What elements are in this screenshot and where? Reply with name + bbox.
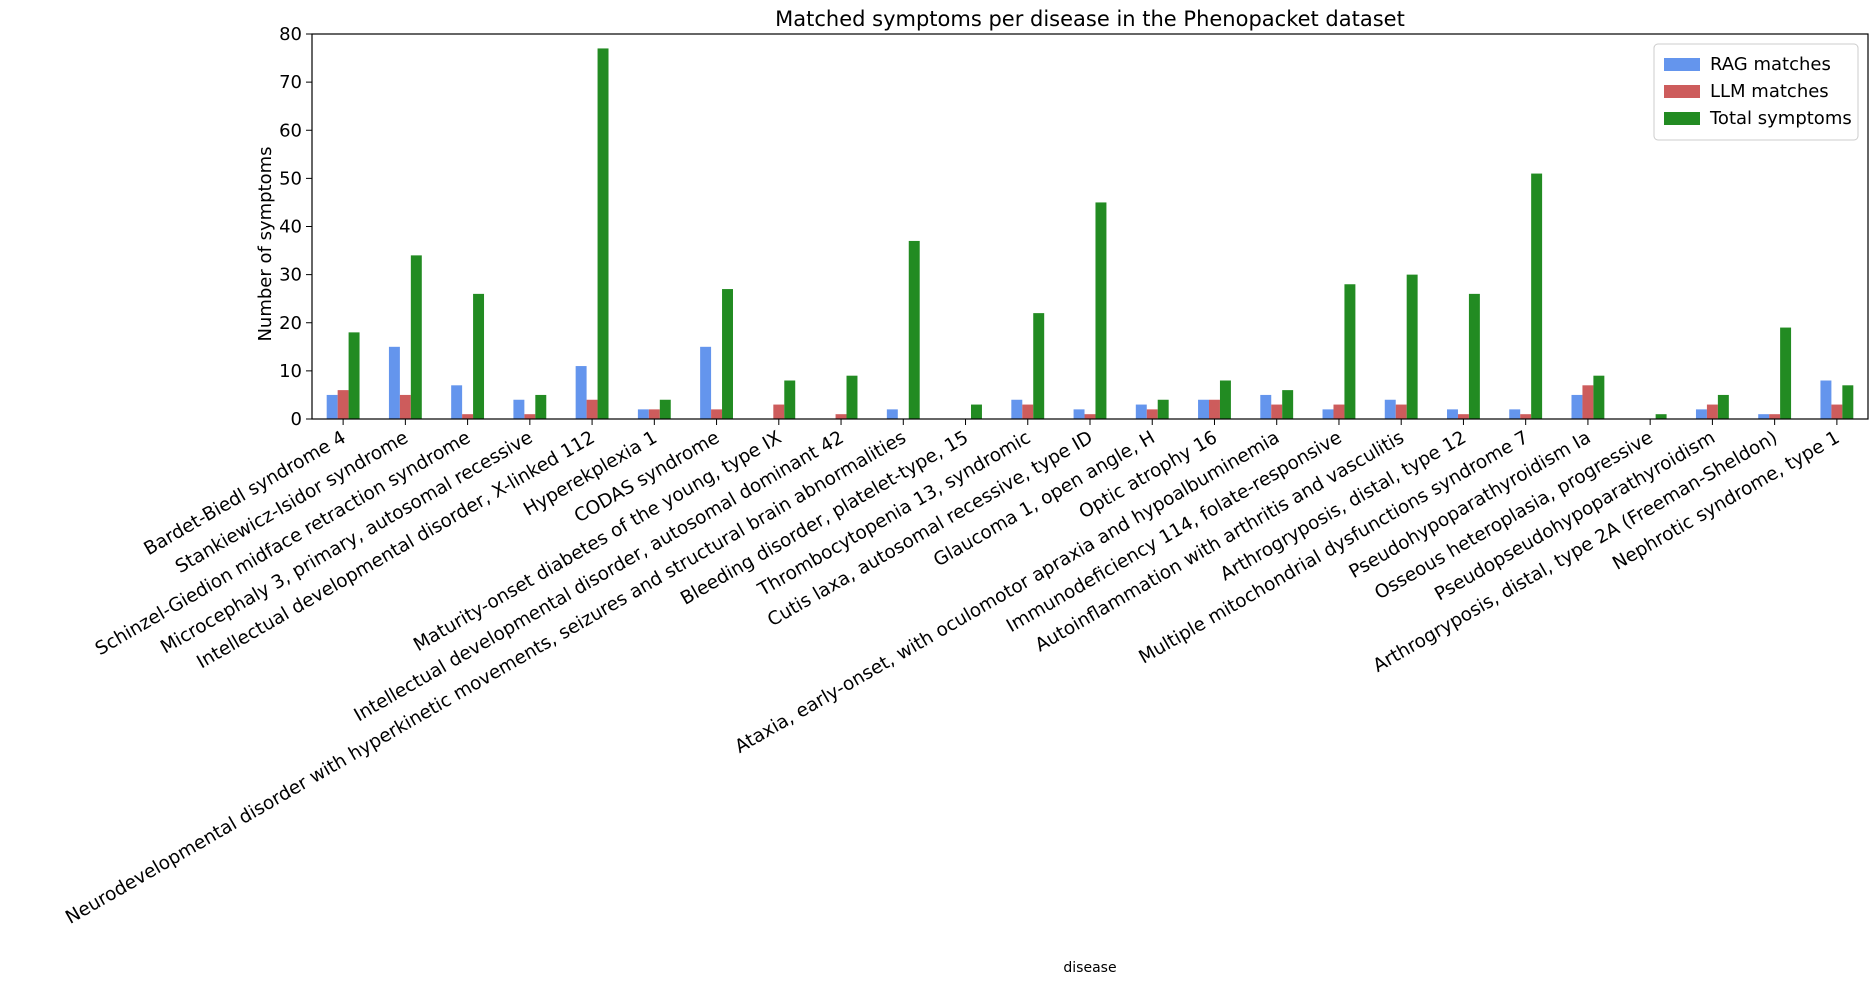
- bar-total-symptoms: [1468, 293, 1480, 419]
- bar-total-symptoms: [1531, 173, 1543, 419]
- bar-rag-matches: [1135, 404, 1147, 419]
- bar-llm-matches: [1831, 404, 1843, 419]
- y-axis-label: Number of symptoms: [255, 146, 276, 341]
- legend-label: LLM matches: [1710, 81, 1829, 102]
- bar-rag-matches: [1322, 409, 1334, 419]
- bar-llm-matches: [835, 414, 847, 419]
- bar-rag-matches: [388, 346, 400, 419]
- bar-rag-matches: [1011, 399, 1023, 419]
- bar-total-symptoms: [1406, 274, 1418, 419]
- bar-rag-matches: [1260, 394, 1272, 419]
- y-tick-label: 30: [279, 265, 302, 286]
- bar-total-symptoms: [348, 332, 360, 419]
- bar-total-symptoms: [1780, 327, 1792, 419]
- bar-llm-matches: [462, 414, 474, 419]
- y-tick-label: 60: [279, 120, 302, 141]
- bar-rag-matches: [886, 409, 898, 419]
- bar-total-symptoms: [1282, 390, 1294, 419]
- bar-llm-matches: [1769, 414, 1781, 419]
- bar-total-symptoms: [784, 380, 796, 419]
- bar-total-symptoms: [846, 375, 858, 419]
- bar-total-symptoms: [659, 399, 671, 419]
- bar-llm-matches: [1084, 414, 1096, 419]
- legend-swatch: [1664, 112, 1700, 125]
- bar-rag-matches: [1447, 409, 1458, 419]
- bar-llm-matches: [1395, 404, 1407, 419]
- bar-rag-matches: [1758, 414, 1770, 419]
- bar-total-symptoms: [1157, 399, 1169, 419]
- legend-swatch: [1664, 58, 1700, 71]
- bar-rag-matches: [1820, 380, 1832, 419]
- legend-label: RAG matches: [1710, 54, 1831, 75]
- x-axis-label: disease: [1063, 960, 1116, 976]
- bar-total-symptoms: [473, 293, 485, 419]
- bar-rag-matches: [1198, 399, 1210, 419]
- y-tick-label: 20: [279, 313, 302, 334]
- bar-rag-matches: [1384, 399, 1396, 419]
- bar-llm-matches: [1271, 404, 1283, 419]
- bar-llm-matches: [1146, 409, 1158, 419]
- y-tick-label: 70: [279, 72, 302, 93]
- bar-llm-matches: [1457, 414, 1469, 419]
- bar-total-symptoms: [535, 394, 547, 419]
- bar-rag-matches: [700, 346, 712, 419]
- chart-title: Matched symptoms per disease in the Phen…: [775, 7, 1405, 31]
- bar-rag-matches: [1571, 394, 1583, 419]
- bar-total-symptoms: [597, 48, 609, 419]
- bar-llm-matches: [1706, 404, 1718, 419]
- bar-rag-matches: [1073, 409, 1085, 419]
- bar-rag-matches: [513, 399, 525, 419]
- bar-total-symptoms: [722, 289, 733, 419]
- bar-llm-matches: [1333, 404, 1345, 419]
- legend-label: Total symptoms: [1709, 108, 1852, 129]
- bar-llm-matches: [1209, 399, 1220, 419]
- legend: RAG matches LLM matches Total symptoms: [1653, 43, 1859, 141]
- bar-rag-matches: [326, 394, 338, 419]
- bar-total-symptoms: [1033, 313, 1045, 419]
- bar-llm-matches: [399, 394, 411, 419]
- bar-total-symptoms: [1593, 375, 1605, 419]
- bar-rag-matches: [1509, 409, 1521, 419]
- y-tick-label: 40: [279, 217, 302, 238]
- bar-rag-matches: [1695, 409, 1707, 419]
- bar-llm-matches: [1022, 404, 1034, 419]
- bar-total-symptoms: [908, 240, 920, 419]
- x-axis: Bardet-Biedl syndrome 4Stankiewicz-Isido…: [62, 419, 1843, 929]
- bar-llm-matches: [586, 399, 598, 419]
- bar-llm-matches: [1520, 414, 1532, 419]
- bar-llm-matches: [773, 404, 785, 419]
- bar-total-symptoms: [970, 404, 982, 419]
- bar-llm-matches: [711, 409, 723, 419]
- bar-llm-matches: [648, 409, 660, 419]
- bars-layer: [326, 48, 1854, 419]
- bar-total-symptoms: [1344, 284, 1356, 419]
- bar-total-symptoms: [1095, 202, 1107, 419]
- bar-total-symptoms: [410, 255, 422, 419]
- legend-box: [1653, 43, 1859, 141]
- bar-llm-matches: [524, 414, 536, 419]
- bar-llm-matches: [1582, 385, 1594, 419]
- plot-frame: [311, 33, 1869, 420]
- bar-llm-matches: [337, 390, 349, 419]
- y-tick-label: 80: [279, 24, 302, 45]
- y-tick-label: 10: [279, 361, 302, 382]
- bar-total-symptoms: [1219, 380, 1231, 419]
- bar-rag-matches: [575, 366, 587, 419]
- bar-total-symptoms: [1842, 385, 1854, 419]
- bar-total-symptoms: [1717, 394, 1729, 419]
- y-tick-label: 0: [291, 409, 302, 430]
- y-axis: 0 10 20 30 40 50 60 70 80: [279, 24, 312, 430]
- legend-swatch: [1664, 85, 1700, 98]
- y-tick-label: 50: [279, 168, 302, 189]
- bar-rag-matches: [451, 385, 463, 419]
- bar-rag-matches: [637, 409, 649, 419]
- bar-total-symptoms: [1655, 414, 1667, 419]
